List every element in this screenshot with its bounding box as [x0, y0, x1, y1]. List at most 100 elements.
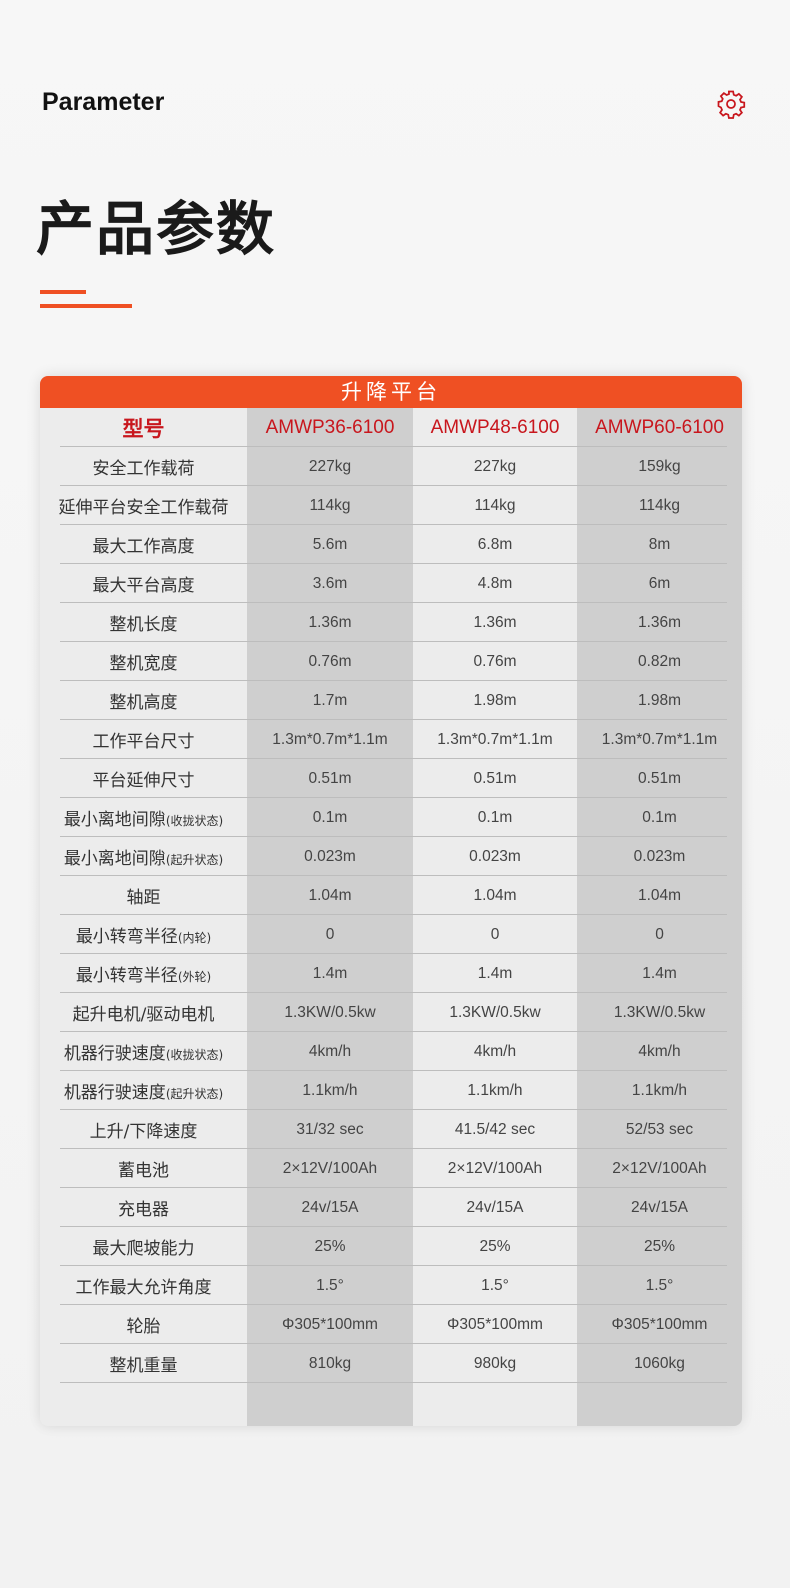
table-row: 整机宽度 0.76m 0.76m 0.82m	[40, 642, 742, 681]
cell-value: 2×12V/100Ah	[447, 1159, 543, 1177]
table-row: 最小离地间隙(收拢状态) 0.1m 0.1m 0.1m	[40, 798, 742, 837]
row-label: 最大爬坡能力	[40, 1234, 247, 1259]
table-row: 机器行驶速度(收拢状态) 4km/h 4km/h 4km/h	[40, 1032, 742, 1071]
row-label: 充电器	[40, 1195, 247, 1220]
table-row: 蓄电池 2×12V/100Ah 2×12V/100Ah 2×12V/100Ah	[40, 1149, 742, 1188]
cell-value: 1.98m	[473, 691, 517, 709]
cell-value: 24v/15A	[301, 1198, 359, 1216]
row-label-text: 安全工作载荷	[92, 459, 195, 479]
table-row: 轮胎 Φ305*100mm Φ305*100mm Φ305*100mm	[40, 1305, 742, 1344]
cell-value: 1.3m*0.7m*1.1m	[272, 730, 388, 748]
cell-value: Φ305*100mm	[447, 1315, 543, 1333]
table-row: 安全工作载荷 227kg 227kg 159kg	[40, 447, 742, 486]
cell-value: 0.51m	[473, 769, 517, 787]
row-label: 最小离地间隙(起升状态)	[40, 844, 247, 869]
table-row: 整机长度 1.36m 1.36m 1.36m	[40, 603, 742, 642]
row-label-text: 最小离地间隙	[63, 810, 166, 830]
cell-value: 4km/h	[638, 1042, 681, 1060]
cell-value: 0.51m	[637, 769, 682, 787]
cell-value: 0	[325, 925, 335, 943]
row-label-text: 最大工作高度	[92, 537, 195, 557]
cell-value: 1.3m*0.7m*1.1m	[437, 730, 553, 748]
cell-value: 114kg	[474, 496, 516, 514]
cell-value: 0.023m	[633, 847, 686, 865]
row-label-text: 工作平台尺寸	[92, 732, 195, 752]
row-label-text: 整机长度	[109, 615, 178, 635]
gear-icon	[717, 90, 746, 119]
row-label: 蓄电池	[40, 1156, 247, 1181]
row-label: 最大工作高度	[40, 532, 247, 557]
cell-value: 52/53 sec	[625, 1120, 694, 1138]
table-row: 机器行驶速度(起升状态) 1.1km/h 1.1km/h 1.1km/h	[40, 1071, 742, 1110]
cell-value: Φ305*100mm	[611, 1315, 708, 1333]
cell-value: 1.98m	[637, 691, 682, 709]
cell-value: 0.76m	[473, 652, 517, 670]
row-label-text: 延伸平台安全工作载荷	[58, 498, 229, 518]
cell-value: 227kg	[308, 457, 352, 475]
row-label-text: 工作最大允许角度	[75, 1278, 212, 1298]
cell-value: 1.36m	[473, 613, 517, 631]
table-row: 最大爬坡能力 25% 25% 25%	[40, 1227, 742, 1266]
cell-value: 0.76m	[308, 652, 352, 670]
cell-value: 25%	[643, 1237, 676, 1255]
row-label-note: (外轮)	[177, 970, 212, 984]
accent-line-long	[40, 304, 132, 308]
cell-value: 0.82m	[637, 652, 682, 670]
row-label-text: 机器行驶速度	[63, 1083, 166, 1103]
cell-value: 3.6m	[312, 574, 348, 592]
row-label-text: 最小离地间隙	[63, 849, 166, 869]
cell-value: 0.1m	[312, 808, 348, 826]
cell-value: 2×12V/100Ah	[282, 1159, 378, 1177]
cell-value: 227kg	[473, 457, 517, 475]
row-label: 机器行驶速度(起升状态)	[40, 1078, 247, 1103]
row-label: 最小转弯半径(外轮)	[40, 961, 247, 986]
cell-value: 0.1m	[477, 808, 513, 826]
row-label-text: 蓄电池	[118, 1161, 169, 1181]
cell-value: 1.1km/h	[302, 1081, 358, 1099]
table-row: 平台延伸尺寸 0.51m 0.51m 0.51m	[40, 759, 742, 798]
row-label: 轮胎	[40, 1312, 247, 1337]
row-label-text: 充电器	[118, 1200, 169, 1220]
cell-value: 0.51m	[308, 769, 352, 787]
row-label-note: (收拢状态)	[165, 1048, 224, 1062]
cell-value: 1.3m*0.7m*1.1m	[601, 730, 718, 748]
row-label: 整机重量	[40, 1351, 247, 1376]
spec-table: 升降平台 型号 AMWP36-6100 AMWP48-6100 AMWP60-6…	[40, 376, 742, 1426]
cell-value: 114kg	[309, 496, 351, 514]
table-row: 延伸平台安全工作载荷 114kg 114kg 114kg	[40, 486, 742, 525]
cell-value: 1.36m	[637, 613, 682, 631]
row-label: 机器行驶速度(收拢状态)	[40, 1039, 247, 1064]
cell-value: 159kg	[638, 457, 681, 475]
cell-value: 1.3KW/0.5kw	[613, 1003, 706, 1021]
cell-value: 1.36m	[308, 613, 352, 631]
cell-value: 5.6m	[312, 535, 348, 553]
row-label-text: 轴距	[126, 888, 161, 908]
cell-value: 1.5°	[316, 1276, 344, 1294]
accent-line-short	[40, 290, 86, 294]
table-row: 充电器 24v/15A 24v/15A 24v/15A	[40, 1188, 742, 1227]
cell-value: 1.04m	[308, 886, 352, 904]
row-label: 安全工作载荷	[40, 454, 247, 479]
cell-value: 4km/h	[308, 1042, 352, 1060]
page-title: 产品参数	[36, 195, 277, 263]
table-category-header: 升降平台	[40, 376, 742, 408]
model-row: 型号 AMWP36-6100 AMWP48-6100 AMWP60-6100	[40, 408, 742, 447]
cell-value: Φ305*100mm	[282, 1315, 378, 1333]
cell-value: 0	[655, 925, 664, 943]
row-label-text: 机器行驶速度	[63, 1044, 166, 1064]
table-row: 最大工作高度 5.6m 6.8m 8m	[40, 525, 742, 564]
row-label-text: 上升/下降速度	[89, 1122, 198, 1142]
row-label: 整机宽度	[40, 649, 247, 674]
model-name: AMWP48-6100	[430, 416, 560, 438]
cell-value: 25%	[314, 1237, 346, 1255]
cell-value: 1.1km/h	[467, 1081, 523, 1099]
cell-value: 0.1m	[642, 808, 677, 826]
row-label: 最大平台高度	[40, 571, 247, 596]
table-row: 整机重量 810kg 980kg 1060kg	[40, 1344, 742, 1383]
cell-value: 810kg	[308, 1354, 352, 1372]
row-label: 整机高度	[40, 688, 247, 713]
cell-value: 1.4m	[477, 964, 513, 982]
cell-value: 0.023m	[469, 847, 521, 865]
row-label: 整机长度	[40, 610, 247, 635]
row-label: 延伸平台安全工作载荷	[40, 493, 247, 518]
